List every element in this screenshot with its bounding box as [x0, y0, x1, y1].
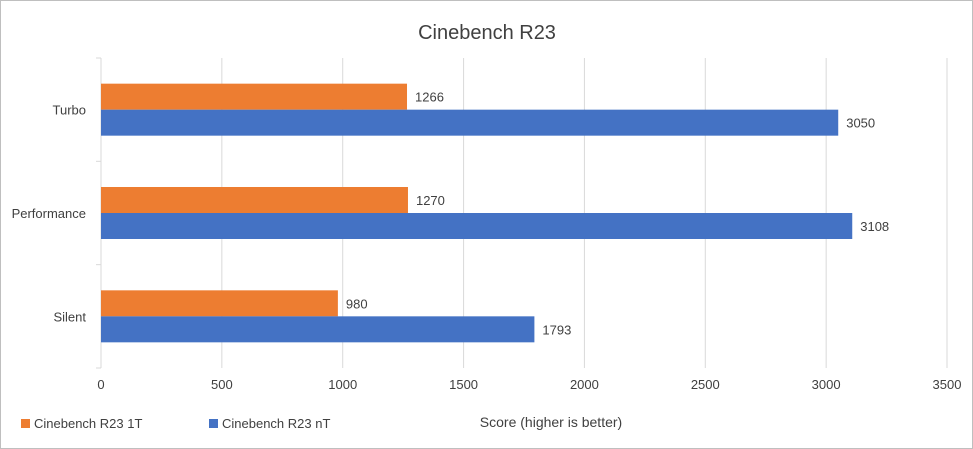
x-tick-label: 3500 — [933, 377, 962, 392]
x-axis-title: Score (higher is better) — [480, 414, 622, 430]
category-label: Turbo — [53, 103, 86, 118]
x-tick-labels: 0 500 1000 1500 2000 2500 3000 3500 — [97, 377, 961, 392]
legend-swatch — [209, 419, 218, 428]
legend: Cinebench R23 1T Cinebench R23 nT — [21, 416, 330, 431]
category-labels: Turbo Performance Silent — [12, 103, 87, 325]
bar-1t — [101, 187, 408, 213]
legend-label: Cinebench R23 1T — [34, 416, 142, 431]
bar-1t — [101, 290, 338, 317]
data-label: 3050 — [846, 116, 875, 131]
data-label: 1270 — [416, 193, 445, 208]
bar-1t — [101, 83, 408, 110]
x-tick-label: 1000 — [328, 377, 357, 392]
bar-nt — [101, 213, 853, 239]
legend-swatch — [21, 419, 30, 428]
bars — [101, 83, 853, 343]
x-tick-label: 2500 — [691, 377, 720, 392]
x-tick-label: 1500 — [449, 377, 478, 392]
category-label: Performance — [12, 206, 86, 221]
bar-nt — [101, 316, 535, 343]
x-tick-label: 2000 — [570, 377, 599, 392]
x-tick-label: 500 — [211, 377, 233, 392]
data-label: 1793 — [542, 322, 571, 337]
data-label: 3108 — [860, 219, 889, 234]
legend-label: Cinebench R23 nT — [222, 416, 330, 431]
x-tick-label: 3000 — [812, 377, 841, 392]
x-tick-label: 0 — [97, 377, 104, 392]
data-labels: 1266 3050 1270 3108 980 1793 — [346, 90, 889, 338]
data-label: 1266 — [415, 90, 444, 105]
category-label: Silent — [53, 309, 86, 324]
bar-nt — [101, 109, 839, 136]
data-label: 980 — [346, 296, 368, 311]
chart-title: Cinebench R23 — [418, 22, 556, 44]
